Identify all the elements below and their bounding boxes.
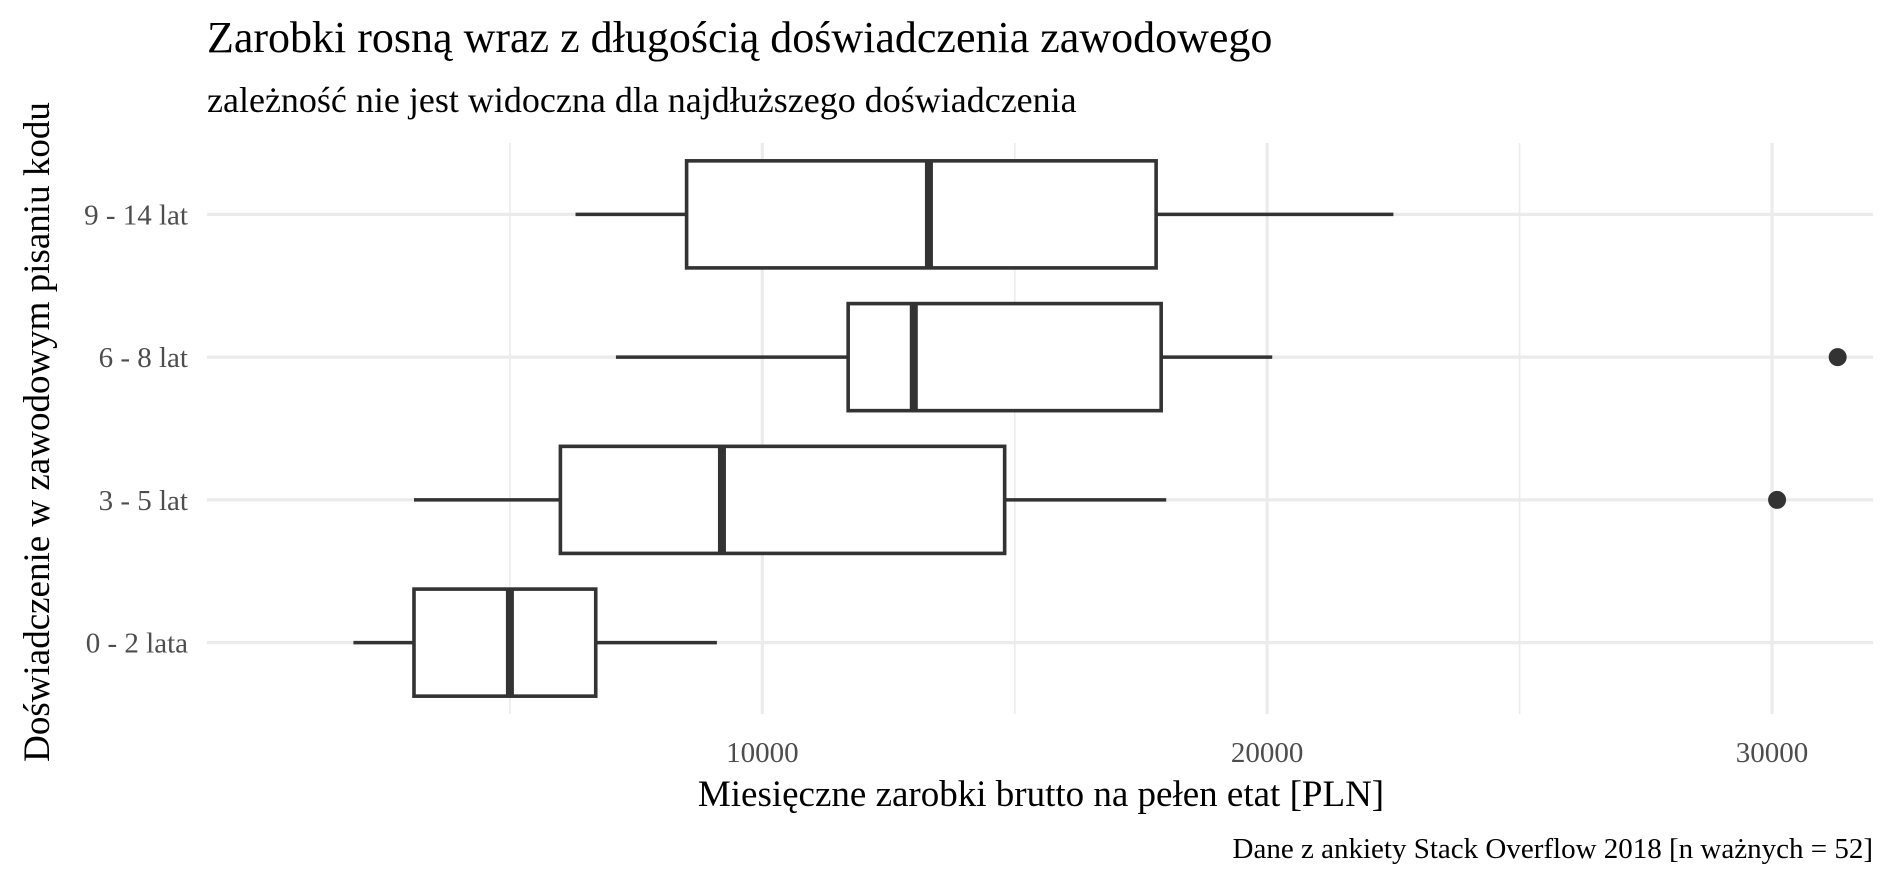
y-tick-label: 3 - 5 lat <box>99 485 188 517</box>
boxplot-group <box>413 444 1787 556</box>
outlier-point <box>1768 490 1787 509</box>
outlier-point <box>1828 348 1847 367</box>
chart-title: Zarobki rosną wraz z długością doświadcz… <box>207 13 1272 62</box>
x-tick-label: 20000 <box>1231 737 1304 769</box>
x-tick-label: 10000 <box>726 737 799 769</box>
iqr-box <box>846 301 1163 413</box>
iqr-box <box>684 159 1158 270</box>
chart-subtitle: zależność nie jest widoczna dla najdłużs… <box>207 80 1077 120</box>
iqr-box <box>558 444 1007 556</box>
boxplot-group <box>575 159 1394 270</box>
tick-labels: 10000 20000 30000 0 - 2 lata 3 - 5 lat 6 - 8 … <box>84 199 1808 769</box>
y-tick-label: 0 - 2 lata <box>86 628 188 660</box>
y-axis-title: Doświadczenie w zawodowym pisaniu kodu <box>17 102 58 762</box>
y-tick-label: 9 - 14 lat <box>84 199 188 231</box>
boxes <box>353 159 1847 698</box>
boxplot-group <box>615 301 1847 413</box>
iqr-box <box>412 587 598 698</box>
chart-caption: Dane z ankiety Stack Overflow 2018 [n wa… <box>1233 833 1873 865</box>
y-tick-label: 6 - 8 lat <box>99 342 188 374</box>
boxplot-group <box>353 587 717 698</box>
x-axis-title: Miesięczne zarobki brutto na pełen etat … <box>698 774 1384 815</box>
x-tick-label: 30000 <box>1736 737 1809 769</box>
